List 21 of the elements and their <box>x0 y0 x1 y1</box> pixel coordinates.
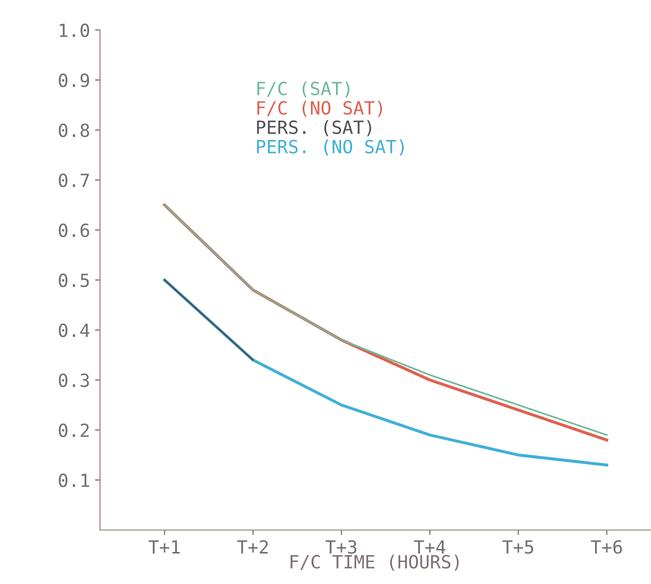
text: F/C (SAT) <box>257 81 350 98</box>
y-tick-label: 0.3 <box>58 374 89 388</box>
y-tick-label: 0.9 <box>58 74 90 88</box>
x-axis-title: F/C TIME (HOURS) <box>290 554 459 571</box>
y-tick-label: 1.0 <box>60 24 90 38</box>
x-tick-label: T+6 <box>590 540 622 554</box>
y-tick-label: 0.6 <box>58 224 90 238</box>
y-tick-label: 0.4 <box>58 324 90 338</box>
text: PERS. (NO SAT) <box>257 139 404 156</box>
x-tick-label: T+1 <box>148 540 180 554</box>
x-tick-label: T+2 <box>237 540 268 554</box>
y-tick-label: 0.8 <box>58 124 90 138</box>
x-tick-label: T+3 <box>326 540 356 554</box>
x-tick-label: T+5 <box>502 540 534 554</box>
y-tick-label: 0.7 <box>58 174 89 188</box>
text: PERS. (SAT) <box>257 120 372 136</box>
y-tick-label: 0.2 <box>58 424 89 438</box>
y-tick-label: 0.5 <box>58 274 89 288</box>
y-tick-label: 0.1 <box>58 474 90 488</box>
x-tick-label: T+4 <box>414 540 446 554</box>
text: F/C (NO SAT) <box>257 100 382 117</box>
